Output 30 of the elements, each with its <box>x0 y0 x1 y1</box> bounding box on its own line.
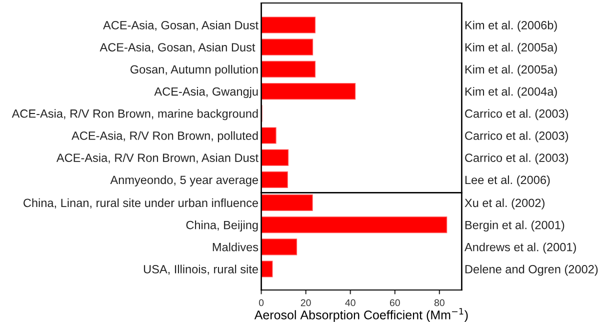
x-tick-label: 40 <box>345 299 356 306</box>
y2-tick-label: Kim et al. (2004a) <box>465 87 557 98</box>
y2-tick-label: Xu et al. (2002) <box>464 198 544 210</box>
y2-tick-label: Carrico et al. (2003) <box>465 109 568 120</box>
y-tick-label: ACE-Asia, R/V Ron Brown, polluted <box>72 131 258 142</box>
y-tick-label: USA, Illinois, rural site <box>144 264 258 275</box>
y-tick-label: ACE-Asia, R/V Ron Brown, Asian Dust <box>56 153 258 164</box>
y2-tick-label: Carrico et al. (2003) <box>465 153 568 164</box>
y-tick-label: Anmyeondo, 5 year average <box>110 175 258 186</box>
y-tick-label: ACE-Asia, Gwangju <box>154 87 258 98</box>
y-tick-label: ACE-Asia, Gosan, Asian Dust <box>100 42 256 53</box>
y-tick-label: China, Linan, rural site under urban influence <box>24 198 258 208</box>
x-tick-label: 60 <box>390 299 400 306</box>
y2-tick-label: Andrews et al. (2001) <box>464 242 576 254</box>
x-tick-label: 20 <box>300 299 311 306</box>
x-axis-title: Aerosol Absorption Coefficient (Mm$^{−1}$) <box>254 308 468 322</box>
y-tick-label: Maldives <box>212 242 258 252</box>
y2-tick-label: Lee et al. (2006) <box>465 175 550 186</box>
x-tick-label: 80 <box>434 299 444 306</box>
y-tick-label: ACE-Asia, R/V Ron Brown, marine background <box>12 109 258 120</box>
y2-tick-label: Kim et al. (2006b) <box>465 20 557 32</box>
y-tick-label: Gosan, Autumn pollution <box>130 64 258 76</box>
y2-tick-label: Bergin et al. (2001) <box>465 220 564 232</box>
y-tick-label: ACE-Asia, Gosan, Asian Dust <box>103 20 258 31</box>
y2-tick-label: Carrico et al. (2003) <box>465 131 568 142</box>
y2-tick-label: Delene and Ogren (2002) <box>465 264 598 276</box>
x-tick-label: 0 <box>258 299 264 306</box>
y2-tick-label: Kim et al. (2005a) <box>465 64 557 76</box>
y-tick-label: China, Beijing <box>186 220 258 232</box>
y2-tick-label: Kim et al. (2005a) <box>465 42 557 54</box>
